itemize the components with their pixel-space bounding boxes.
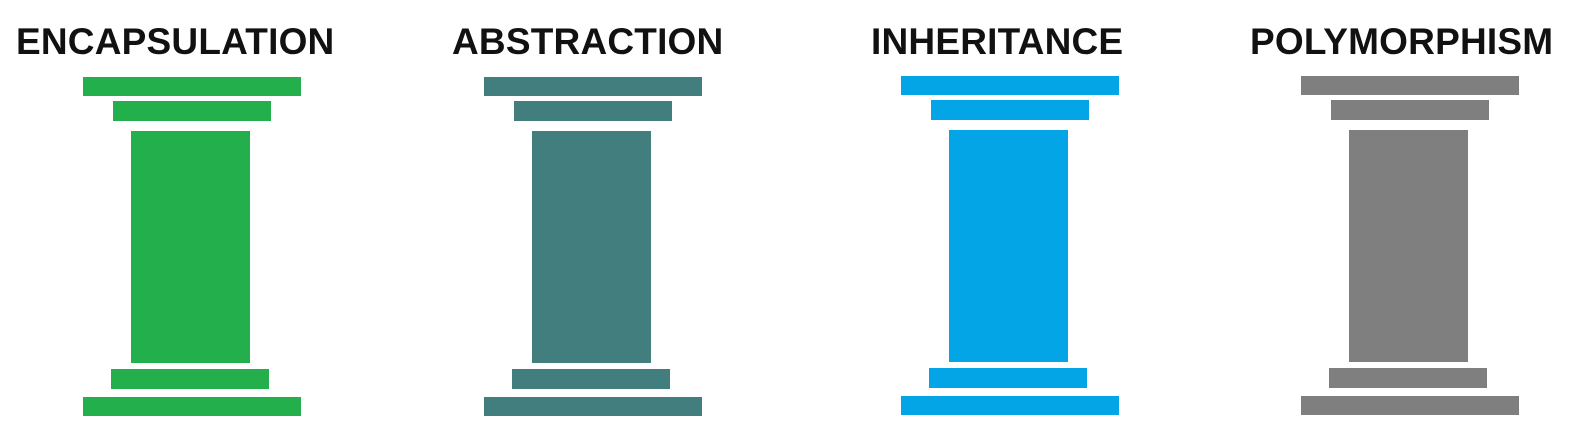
capital-bottom (931, 100, 1089, 120)
capital-bottom (113, 101, 271, 121)
base-top (111, 369, 269, 389)
pillar-title: INHERITANCE (871, 21, 1124, 62)
pillar-polymorphism: POLYMORPHISM (1240, 0, 1582, 448)
shaft (532, 131, 651, 363)
base-bottom (83, 397, 301, 416)
base-top (1329, 368, 1487, 388)
pillar-title: ENCAPSULATION (16, 21, 335, 62)
capital-top (83, 77, 301, 96)
pillar-title: ABSTRACTION (452, 21, 724, 62)
shaft (949, 130, 1068, 362)
pillar-encapsulation: ENCAPSULATION (0, 0, 400, 448)
base-bottom (1301, 396, 1519, 415)
capital-top (901, 76, 1119, 95)
capital-bottom (1331, 100, 1489, 120)
capital-bottom (514, 101, 672, 121)
base-top (929, 368, 1087, 388)
base-bottom (484, 397, 702, 416)
pillar-title: POLYMORPHISM (1250, 21, 1554, 62)
pillar-inheritance: INHERITANCE (820, 0, 1240, 448)
pillar-abstraction: ABSTRACTION (400, 0, 820, 448)
shaft (131, 131, 250, 363)
capital-top (1301, 76, 1519, 95)
base-top (512, 369, 670, 389)
base-bottom (901, 396, 1119, 415)
capital-top (484, 77, 702, 96)
shaft (1349, 130, 1468, 362)
